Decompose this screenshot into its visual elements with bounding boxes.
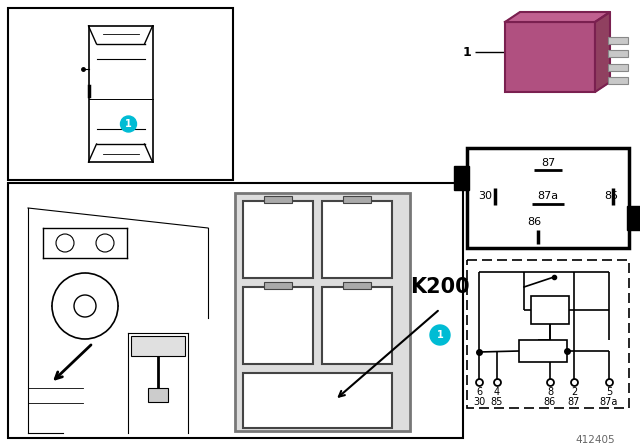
Circle shape	[74, 295, 96, 317]
Bar	[627, 206, 640, 230]
Text: 1: 1	[125, 119, 132, 129]
Text: 412405: 412405	[575, 435, 615, 445]
Bar	[467, 148, 629, 248]
Polygon shape	[505, 12, 610, 22]
Bar	[8, 8, 233, 180]
Circle shape	[96, 234, 114, 252]
Bar	[264, 196, 292, 203]
Text: 86: 86	[544, 397, 556, 407]
Circle shape	[120, 116, 136, 132]
Circle shape	[430, 325, 450, 345]
Text: 87: 87	[568, 397, 580, 407]
Bar	[322, 201, 392, 278]
Text: 30: 30	[473, 397, 485, 407]
Text: 5: 5	[606, 387, 612, 397]
Text: 85: 85	[604, 191, 618, 201]
Bar	[608, 50, 628, 57]
Bar	[322, 287, 392, 364]
Bar	[343, 282, 371, 289]
Circle shape	[56, 234, 74, 252]
Text: 4: 4	[494, 387, 500, 397]
Bar	[531, 296, 569, 324]
Bar	[467, 260, 629, 408]
Text: 87a: 87a	[600, 397, 618, 407]
Bar	[243, 373, 392, 428]
Text: 8: 8	[547, 387, 553, 397]
Text: 2: 2	[571, 387, 577, 397]
Bar	[235, 193, 410, 431]
Text: 30: 30	[478, 191, 492, 201]
Text: 86: 86	[527, 217, 541, 227]
Bar	[243, 287, 313, 364]
Bar	[131, 336, 185, 356]
Text: 87a: 87a	[538, 191, 559, 201]
Text: 1: 1	[462, 46, 471, 59]
Text: 1: 1	[436, 330, 444, 340]
Text: 6: 6	[476, 387, 482, 397]
Bar	[343, 196, 371, 203]
Bar	[608, 77, 628, 84]
Polygon shape	[595, 12, 610, 92]
Bar	[608, 37, 628, 44]
Text: 85: 85	[491, 397, 503, 407]
Bar	[148, 388, 168, 402]
Circle shape	[52, 273, 118, 339]
Bar	[243, 201, 313, 278]
Bar	[264, 282, 292, 289]
Bar	[8, 183, 463, 438]
Text: K200: K200	[410, 277, 470, 297]
Text: 87: 87	[541, 158, 555, 168]
Bar	[608, 64, 628, 71]
Bar	[454, 166, 469, 190]
Bar	[505, 22, 595, 92]
Bar	[519, 340, 567, 362]
